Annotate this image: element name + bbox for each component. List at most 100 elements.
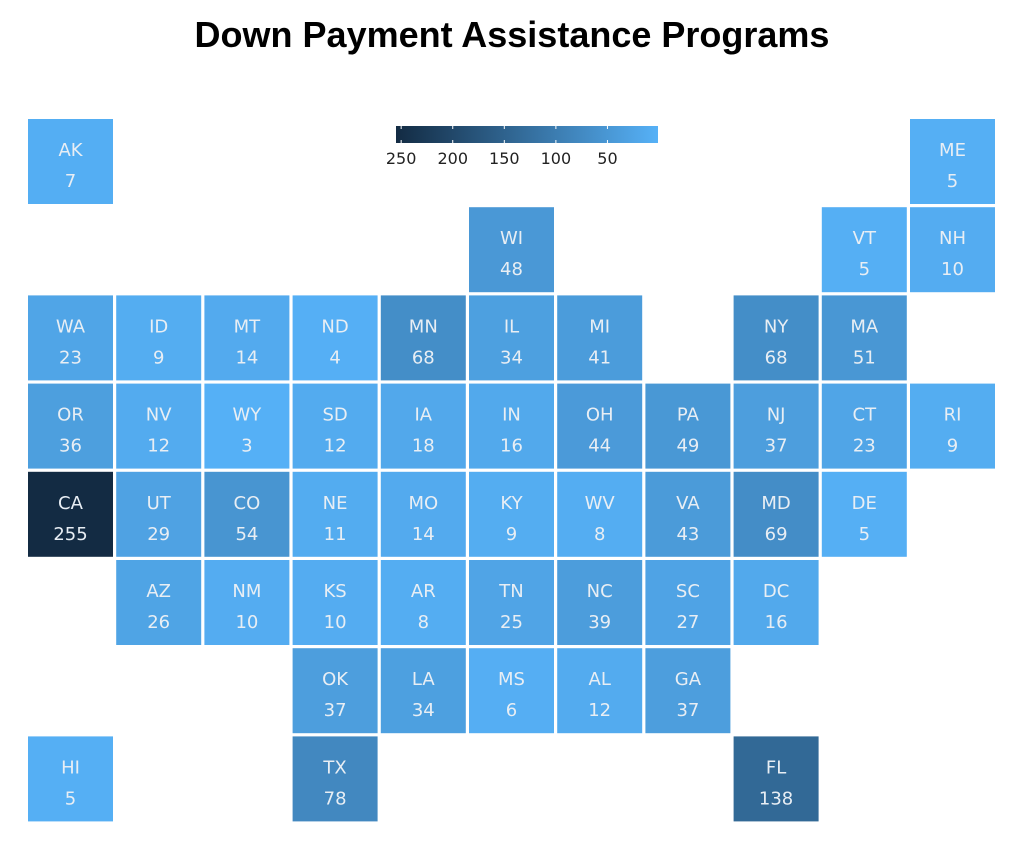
tile-state-label: TX — [322, 757, 346, 778]
tile-value-label: 18 — [412, 436, 435, 457]
legend-tick-label: 150 — [489, 149, 520, 168]
tile-state-label: MS — [498, 669, 525, 690]
tile-state-label: VT — [853, 228, 877, 249]
tile-nj — [733, 383, 819, 469]
tile-value-label: 26 — [147, 612, 170, 633]
tile-state-label: WI — [500, 228, 523, 249]
tile-state-label: AL — [589, 669, 611, 690]
tile-state-label: NE — [323, 493, 348, 514]
tile-value-label: 8 — [418, 612, 429, 633]
tile-az — [116, 560, 202, 645]
tile-nd — [292, 295, 378, 381]
tile-value-label: 34 — [500, 347, 523, 368]
tile-value-label: 44 — [588, 436, 611, 457]
tile-ga — [645, 648, 731, 734]
tile-state-label: NJ — [767, 405, 786, 426]
tile-value-label: 12 — [588, 700, 611, 721]
tile-value-label: 5 — [65, 788, 76, 809]
tile-mo — [380, 471, 466, 557]
tile-nm — [204, 560, 290, 645]
tile-ak — [28, 119, 113, 204]
tile-value-label: 39 — [588, 612, 611, 633]
tile-state-label: IL — [504, 316, 519, 337]
tile-value-label: 4 — [329, 347, 340, 368]
tile-value-label: 138 — [759, 788, 793, 809]
tile-state-label: FL — [766, 757, 786, 778]
tile-state-label: DE — [852, 493, 877, 514]
tile-value-label: 10 — [941, 259, 964, 280]
tile-value-label: 255 — [53, 524, 87, 545]
tile-value-label: 14 — [235, 347, 258, 368]
tile-state-label: ND — [321, 316, 348, 337]
tile-md — [733, 471, 819, 557]
tile-state-label: CA — [58, 493, 84, 514]
tile-value-label: 3 — [241, 436, 252, 457]
tile-state-label: UT — [147, 493, 172, 514]
tile-value-label: 23 — [853, 436, 876, 457]
tile-state-label: NY — [764, 316, 789, 337]
tile-value-label: 36 — [59, 436, 82, 457]
tile-state-label: KS — [323, 581, 346, 602]
tile-sc — [645, 560, 731, 645]
tile-fl — [733, 736, 819, 822]
tile-state-label: MA — [850, 316, 879, 337]
tile-value-label: 68 — [412, 347, 435, 368]
tile-state-label: AZ — [146, 581, 171, 602]
tile-value-label: 9 — [153, 347, 164, 368]
tile-ma — [821, 295, 907, 381]
tile-ri — [910, 383, 995, 469]
tile-state-label: NV — [146, 405, 172, 426]
tile-dc — [733, 560, 819, 645]
tile-value-label: 37 — [324, 700, 347, 721]
tile-wv — [557, 471, 643, 557]
tile-value-label: 12 — [324, 436, 347, 457]
tile-value-label: 34 — [412, 700, 435, 721]
tile-state-label: IN — [502, 405, 521, 426]
tile-state-label: OK — [322, 669, 349, 690]
tile-state-label: MI — [589, 316, 610, 337]
tile-state-label: MN — [409, 316, 438, 337]
tile-me — [910, 119, 995, 204]
tile-state-label: OH — [586, 405, 614, 426]
tile-al — [557, 648, 643, 734]
tile-value-label: 54 — [235, 524, 258, 545]
tile-state-label: MO — [408, 493, 438, 514]
legend-tick-label: 200 — [437, 149, 468, 168]
tile-sd — [292, 383, 378, 469]
tile-ok — [292, 648, 378, 734]
tile-state-label: SD — [322, 405, 347, 426]
tile-state-label: LA — [412, 669, 435, 690]
tile-mi — [557, 295, 643, 381]
tile-ct — [821, 383, 907, 469]
tile-value-label: 23 — [59, 347, 82, 368]
tile-wa — [28, 295, 113, 381]
tile-state-label: AR — [411, 581, 436, 602]
tile-ms — [469, 648, 554, 734]
tile-value-label: 6 — [506, 700, 517, 721]
tile-tx — [292, 736, 378, 822]
tile-value-label: 41 — [588, 347, 611, 368]
tile-value-label: 12 — [147, 436, 170, 457]
tile-state-label: WV — [585, 493, 616, 514]
tile-value-label: 43 — [676, 524, 699, 545]
tile-ks — [292, 560, 378, 645]
tile-nc — [557, 560, 643, 645]
tile-in — [469, 383, 554, 469]
tile-wi — [469, 207, 554, 293]
tile-or — [28, 383, 113, 469]
tile-value-label: 9 — [506, 524, 517, 545]
tile-state-label: AK — [58, 140, 83, 161]
tile-state-label: MT — [234, 316, 262, 337]
tile-value-label: 7 — [65, 171, 76, 192]
tile-value-label: 5 — [859, 524, 870, 545]
tile-value-label: 10 — [324, 612, 347, 633]
tile-state-label: ME — [939, 140, 966, 161]
tile-state-label: CO — [234, 493, 261, 514]
tile-state-label: IA — [414, 405, 432, 426]
tile-la — [380, 648, 466, 734]
tile-state-label: MD — [761, 493, 790, 514]
tile-value-label: 51 — [853, 347, 876, 368]
tile-state-label: NH — [939, 228, 966, 249]
tile-state-label: OR — [57, 405, 84, 426]
